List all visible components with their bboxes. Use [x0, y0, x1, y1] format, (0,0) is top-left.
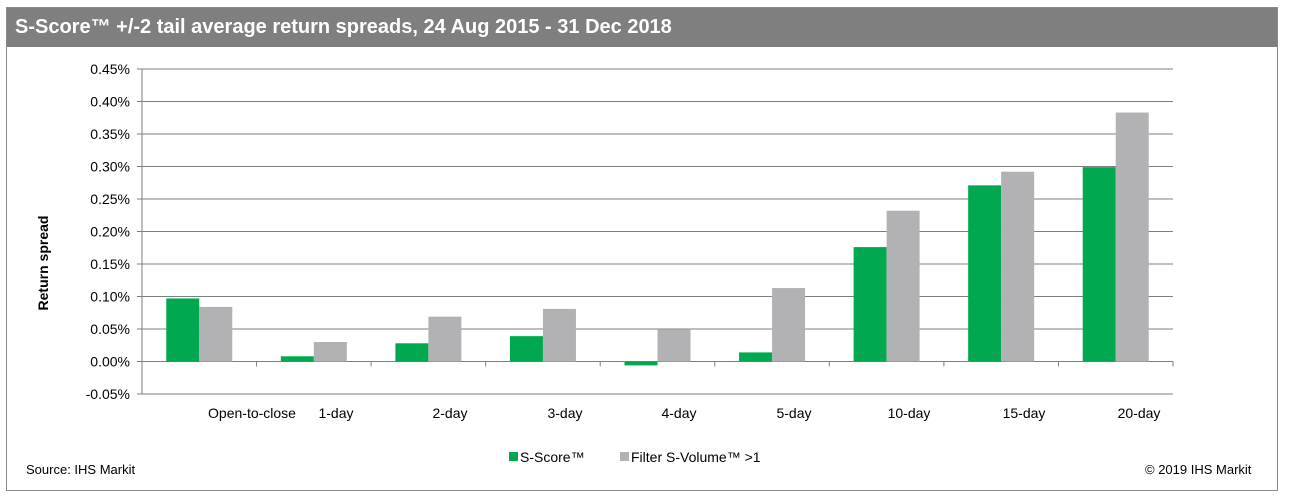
bar — [313, 342, 347, 362]
bar — [886, 210, 920, 362]
x-tick-label: 1-day — [318, 405, 353, 421]
x-tick-label: 4-day — [661, 405, 696, 421]
y-tick-label: 0.40% — [90, 94, 130, 110]
bar — [853, 247, 887, 362]
bar — [166, 298, 200, 362]
bar — [199, 306, 233, 362]
legend-swatch — [509, 452, 518, 461]
x-tick-label: Open-to-close — [208, 405, 296, 421]
bar — [428, 316, 462, 362]
legend-label: Filter S-Volume™ >1 — [631, 449, 761, 465]
y-tick-label: 0.25% — [90, 191, 130, 207]
copyright-note: © 2019 IHS Markit — [1145, 462, 1252, 477]
y-tick-label: 0.15% — [90, 256, 130, 272]
x-tick-label: 10-day — [888, 405, 931, 421]
bar — [657, 329, 691, 362]
y-tick-label: -0.05% — [86, 386, 130, 402]
x-tick-label: 5-day — [776, 405, 811, 421]
bar — [542, 308, 576, 362]
y-tick-label: 0.10% — [90, 289, 130, 305]
y-tick-label: 0.05% — [90, 321, 130, 337]
y-tick-label: 0.45% — [90, 61, 130, 77]
y-axis-label: Return spread — [35, 216, 51, 311]
bar — [509, 336, 543, 362]
legend-swatch — [620, 452, 629, 461]
y-tick-label: 0.00% — [90, 354, 130, 370]
bar — [739, 352, 773, 362]
bar — [772, 288, 806, 362]
chart-frame: S-Score™ +/-2 tail average return spread… — [6, 7, 1278, 491]
bar — [1115, 112, 1149, 362]
x-tick-label: 3-day — [547, 405, 582, 421]
title-bar: S-Score™ +/-2 tail average return spread… — [7, 8, 1277, 47]
x-tick-label: 2-day — [432, 405, 467, 421]
y-tick-label: 0.20% — [90, 224, 130, 240]
bar — [395, 343, 429, 362]
source-note: Source: IHS Markit — [26, 462, 136, 477]
bar — [624, 361, 658, 366]
bar — [1001, 171, 1035, 362]
y-tick-label: 0.35% — [90, 126, 130, 142]
bar — [968, 185, 1002, 362]
bar — [1082, 167, 1116, 362]
bar — [280, 356, 314, 362]
y-tick-label: 0.30% — [90, 159, 130, 175]
legend-label: S-Score™ — [520, 449, 585, 465]
chart-title: S-Score™ +/-2 tail average return spread… — [15, 16, 672, 38]
x-tick-label: 20-day — [1118, 405, 1161, 421]
x-tick-label: 15-day — [1003, 405, 1046, 421]
